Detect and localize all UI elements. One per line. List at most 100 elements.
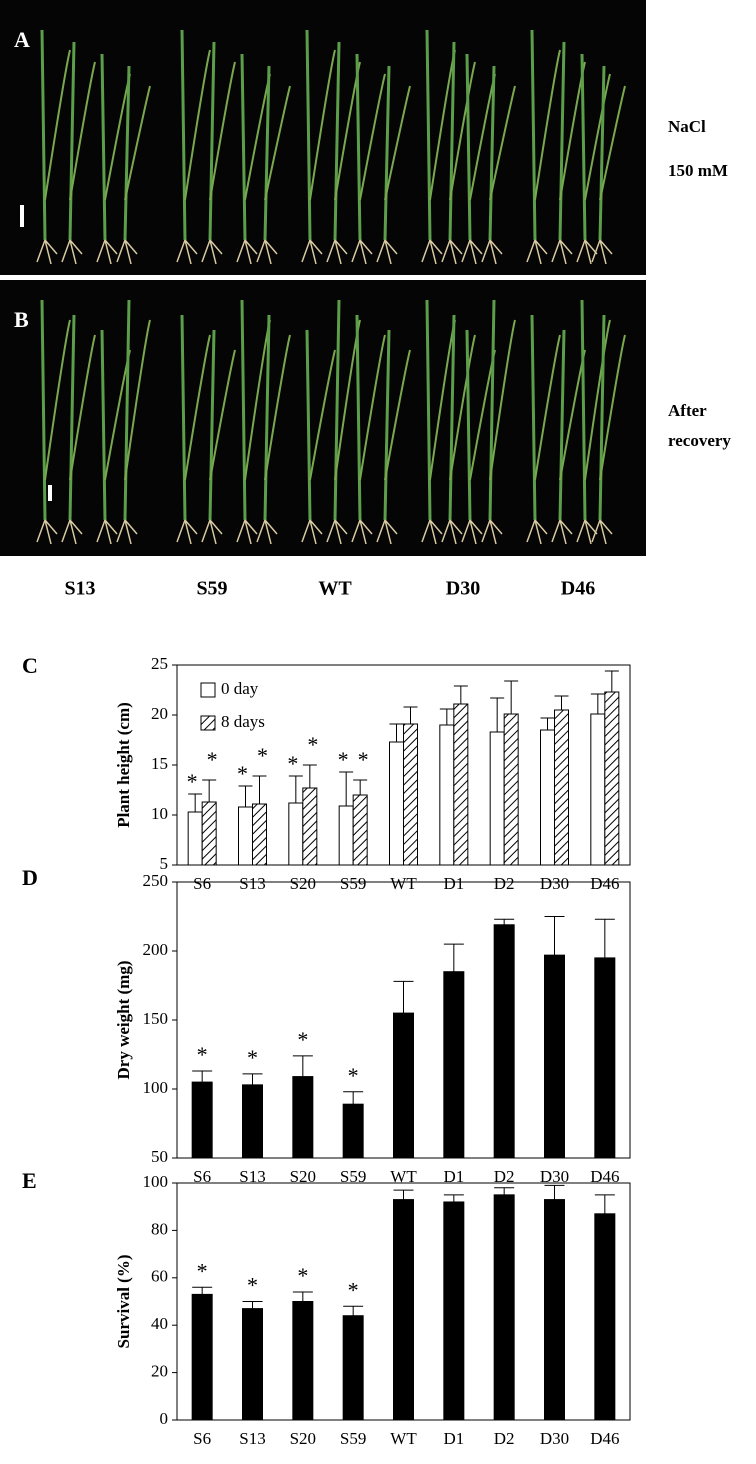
leaf: [558, 329, 566, 521]
bar: [238, 806, 253, 866]
bar: [191, 1293, 213, 1421]
x-tick-label: D46: [590, 874, 619, 893]
error-bar: [494, 918, 515, 925]
error-bar: [192, 1070, 213, 1083]
significance: *: [197, 1042, 208, 1067]
significance: *: [307, 732, 318, 757]
leaf: [530, 29, 537, 241]
leaf: [180, 314, 187, 521]
bar: [338, 805, 354, 866]
panel-label: A: [14, 27, 30, 52]
error-bar: [339, 771, 354, 806]
leaf: [100, 53, 107, 241]
root: [481, 239, 503, 265]
error-bar: [252, 775, 267, 804]
leaf: [124, 319, 151, 481]
root: [526, 519, 548, 545]
leaf: [40, 299, 47, 521]
leaf: [488, 299, 496, 521]
leaf: [123, 299, 131, 521]
bar: [292, 1301, 314, 1421]
y-axis-label: Survival (%): [114, 1255, 133, 1349]
panel-label: E: [22, 1168, 37, 1193]
leaf: [68, 41, 76, 241]
leaf: [44, 49, 71, 201]
x-tick-label: S20: [290, 1167, 316, 1186]
leaf: [209, 61, 236, 201]
x-tick-label: D2: [494, 1429, 515, 1448]
y-tick-label: 50: [151, 1147, 168, 1166]
error-bar: [490, 697, 505, 732]
bar: [352, 794, 368, 866]
root: [96, 239, 118, 265]
error-bar: [343, 1305, 364, 1316]
root: [326, 239, 348, 265]
error-bar: [544, 916, 565, 956]
bar: [302, 787, 318, 866]
leaf: [264, 334, 291, 481]
y-tick-label: 25: [151, 654, 168, 673]
leaf: [180, 29, 187, 241]
leaf: [489, 319, 516, 481]
leaf: [44, 319, 71, 481]
leaf: [209, 349, 236, 481]
bar: [489, 731, 505, 866]
root: [256, 519, 278, 545]
legend-label: 8 days: [221, 712, 265, 731]
bar: [544, 1199, 565, 1421]
leaf: [598, 314, 606, 521]
error-bar: [302, 764, 317, 788]
leaf: [305, 29, 312, 241]
leaf: [449, 334, 476, 481]
x-tick-label: D46: [590, 1429, 619, 1448]
leaf: [584, 73, 611, 201]
line-label: S59: [196, 578, 227, 600]
y-tick-label: 80: [151, 1219, 168, 1238]
x-tick-label: D1: [443, 874, 464, 893]
bar: [453, 703, 469, 866]
leaf: [530, 314, 537, 521]
significance: *: [247, 1273, 258, 1298]
root: [441, 519, 463, 545]
leaf: [355, 53, 362, 241]
root: [461, 239, 483, 265]
leaf: [355, 314, 362, 521]
plot-frame: [176, 1182, 631, 1421]
x-tick-label: S13: [239, 874, 265, 893]
error-bar: [504, 680, 519, 714]
leaf: [208, 41, 216, 241]
line-label: D46: [561, 578, 595, 600]
error-bar: [544, 1184, 565, 1200]
legend-swatch: [200, 682, 216, 698]
y-axis-label: Plant height (cm): [114, 702, 133, 828]
x-tick-label: D30: [540, 1167, 569, 1186]
y-tick-label: 40: [151, 1314, 168, 1333]
leaf: [449, 61, 476, 201]
bar: [292, 1076, 314, 1159]
significance: *: [257, 743, 268, 768]
bar: [252, 803, 267, 866]
scale-bar: [20, 205, 24, 227]
leaf: [68, 314, 76, 521]
bar: [439, 724, 455, 866]
condition: After: [668, 401, 707, 420]
error-bar: [393, 980, 414, 1014]
root: [421, 519, 443, 545]
root: [481, 519, 503, 545]
leaf: [384, 85, 411, 201]
condition: 150 mM: [668, 161, 728, 180]
root: [376, 519, 398, 545]
x-tick-label: D30: [540, 1429, 569, 1448]
y-tick-label: 10: [151, 804, 168, 823]
error-bar: [439, 708, 454, 725]
plot-frame: [176, 664, 631, 866]
root: [176, 239, 198, 265]
significance: *: [197, 1258, 208, 1283]
leaf: [69, 334, 96, 481]
leaf: [465, 329, 472, 521]
leaf: [383, 65, 391, 241]
x-tick-label: S59: [340, 1167, 366, 1186]
leaf: [264, 85, 291, 201]
significance: *: [297, 1027, 308, 1052]
root: [591, 239, 613, 265]
